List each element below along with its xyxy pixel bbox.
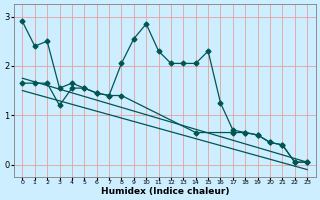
X-axis label: Humidex (Indice chaleur): Humidex (Indice chaleur)	[100, 187, 229, 196]
